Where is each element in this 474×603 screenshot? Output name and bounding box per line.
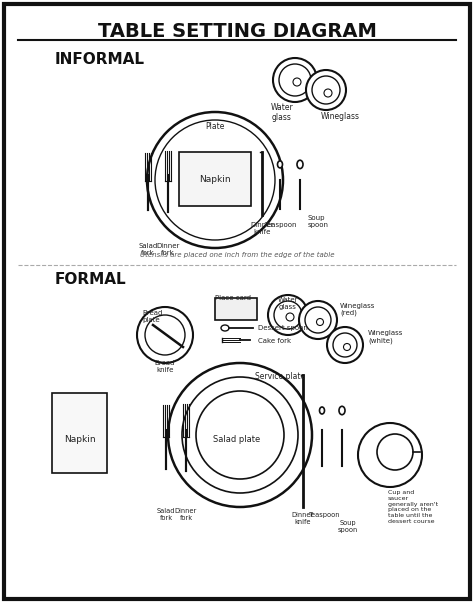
Ellipse shape xyxy=(319,407,325,414)
Ellipse shape xyxy=(339,406,345,415)
Text: Salad
fork: Salad fork xyxy=(138,243,158,256)
Circle shape xyxy=(324,89,332,97)
Circle shape xyxy=(274,301,302,329)
Bar xyxy=(179,152,251,206)
Text: Utensils are placed one inch from the edge of the table: Utensils are placed one inch from the ed… xyxy=(140,252,334,258)
Bar xyxy=(215,298,257,320)
Circle shape xyxy=(306,70,346,110)
Circle shape xyxy=(145,315,185,355)
Text: Dinner
fork: Dinner fork xyxy=(156,243,180,256)
Circle shape xyxy=(344,344,350,350)
Text: Service plate: Service plate xyxy=(255,372,305,381)
Circle shape xyxy=(155,120,275,240)
Text: Water
glass: Water glass xyxy=(271,103,293,122)
Text: Soup
spoon: Soup spoon xyxy=(338,520,358,533)
Text: Dinner
knife: Dinner knife xyxy=(250,222,273,235)
Text: Water
glass: Water glass xyxy=(278,297,298,310)
Text: Salad
fork: Salad fork xyxy=(157,508,175,521)
Circle shape xyxy=(333,333,357,357)
Circle shape xyxy=(182,377,298,493)
Circle shape xyxy=(137,307,193,363)
Text: Bread
plate: Bread plate xyxy=(142,310,163,323)
Circle shape xyxy=(196,391,284,479)
Text: Dinner
fork: Dinner fork xyxy=(175,508,197,521)
Text: Place card: Place card xyxy=(215,295,251,301)
Circle shape xyxy=(273,58,317,102)
Text: Napkin: Napkin xyxy=(199,175,231,184)
Circle shape xyxy=(279,64,311,96)
Circle shape xyxy=(268,295,308,335)
Text: Cake fork: Cake fork xyxy=(258,338,291,344)
Text: Napkin: Napkin xyxy=(64,435,96,444)
Text: Teaspoon: Teaspoon xyxy=(264,222,296,228)
Ellipse shape xyxy=(277,161,283,168)
Text: Wineglass
(red): Wineglass (red) xyxy=(340,303,375,317)
Circle shape xyxy=(327,327,363,363)
Text: Dinner
knife: Dinner knife xyxy=(292,512,314,525)
Text: Dessert spoon: Dessert spoon xyxy=(258,325,308,331)
FancyBboxPatch shape xyxy=(4,4,470,599)
Text: INFORMAL: INFORMAL xyxy=(55,52,145,67)
Text: TABLE SETTING DIAGRAM: TABLE SETTING DIAGRAM xyxy=(98,22,376,41)
Circle shape xyxy=(305,307,331,333)
Text: Wineglass: Wineglass xyxy=(320,112,359,121)
Ellipse shape xyxy=(221,325,229,331)
Circle shape xyxy=(377,434,413,470)
Text: Bread
knife: Bread knife xyxy=(155,360,175,373)
Circle shape xyxy=(286,313,294,321)
Text: Soup
spoon: Soup spoon xyxy=(308,215,329,228)
Circle shape xyxy=(358,423,422,487)
Text: Teaspoon: Teaspoon xyxy=(309,512,341,518)
Circle shape xyxy=(317,318,323,326)
Text: FORMAL: FORMAL xyxy=(55,272,127,287)
Circle shape xyxy=(168,363,312,507)
Text: Salad plate: Salad plate xyxy=(213,435,261,444)
Text: Plate: Plate xyxy=(205,122,225,131)
Circle shape xyxy=(147,112,283,248)
Circle shape xyxy=(293,78,301,86)
Ellipse shape xyxy=(297,160,303,169)
Circle shape xyxy=(312,76,340,104)
Text: Wineglass
(white): Wineglass (white) xyxy=(368,330,403,344)
Text: Cup and
saucer
generally aren't
placed on the
table until the
dessert course: Cup and saucer generally aren't placed o… xyxy=(388,490,438,524)
Circle shape xyxy=(299,301,337,339)
Bar xyxy=(52,393,107,473)
